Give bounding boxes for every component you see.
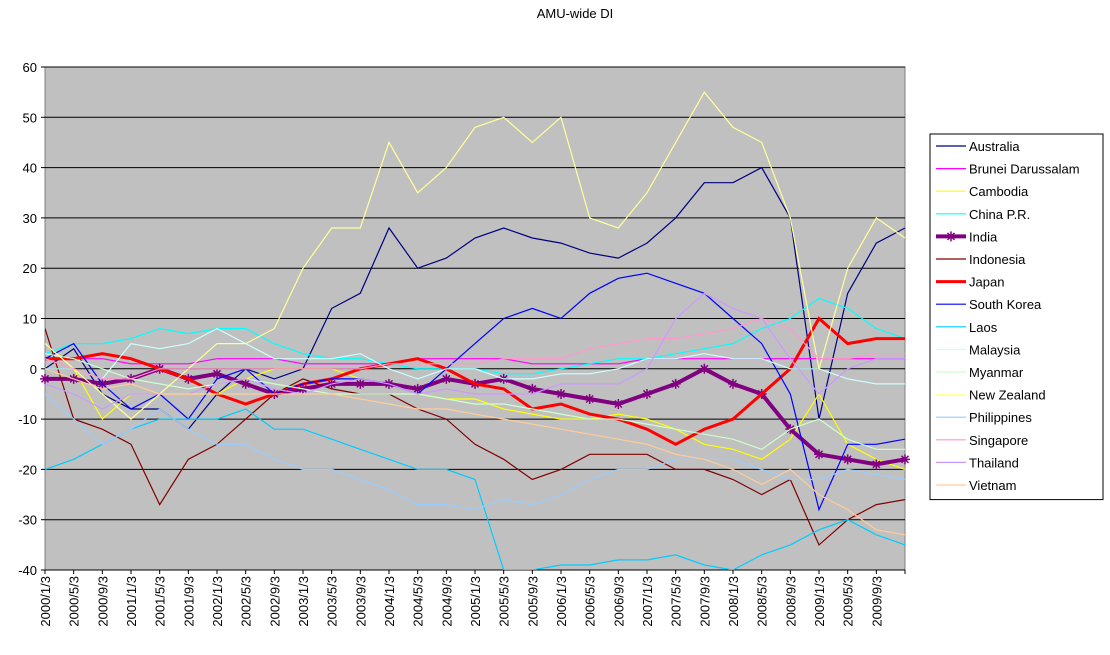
legend-label: Vietnam — [969, 478, 1016, 493]
legend-label: Laos — [969, 320, 998, 335]
series-line — [45, 368, 905, 536]
x-tick-label: 2004/5/3 — [411, 576, 426, 627]
series-marker — [670, 378, 681, 389]
x-tick-label: 2000/1/3 — [38, 576, 53, 627]
y-tick-label: 60 — [23, 60, 37, 75]
series-marker — [584, 393, 595, 404]
x-tick-label: 2008/1/3 — [726, 576, 741, 627]
series-marker — [613, 399, 624, 410]
x-tick-label: 2003/1/3 — [296, 576, 311, 627]
series-line — [45, 327, 905, 385]
x-tick-label: 2001/9/3 — [181, 576, 196, 627]
x-tick-label: 2009/9/3 — [869, 576, 884, 627]
legend-label: Philippines — [969, 410, 1032, 425]
y-tick-label: -30 — [18, 513, 37, 528]
series-marker — [871, 459, 882, 470]
x-tick-label: 2002/9/3 — [267, 576, 282, 627]
x-tick-label: 2001/1/3 — [124, 576, 139, 627]
series-marker — [527, 383, 538, 394]
series-line — [45, 328, 905, 546]
x-tick-label: 2009/5/3 — [841, 576, 856, 627]
legend-label: Japan — [969, 275, 1004, 290]
x-tick-label: 2000/5/3 — [67, 576, 82, 627]
x-tick-label: 2003/5/3 — [325, 576, 340, 627]
y-tick-label: 40 — [23, 161, 37, 176]
x-tick-label: 2005/1/3 — [468, 576, 483, 627]
x-tick-label: 2006/9/3 — [611, 576, 626, 627]
y-tick-label: 10 — [23, 312, 37, 327]
series-line — [45, 316, 905, 446]
legend-label: Myanmar — [969, 365, 1024, 380]
series-marker — [900, 454, 910, 465]
chart-title: AMU-wide DI — [537, 6, 614, 21]
series-marker — [412, 383, 423, 394]
legend-label: Brunei Darussalam — [969, 162, 1080, 177]
series-marker — [40, 373, 50, 384]
y-tick-label: 50 — [23, 110, 37, 125]
x-tick-label: 2008/5/3 — [755, 576, 770, 627]
x-tick-label: 2006/1/3 — [554, 576, 569, 627]
y-tick-label: -40 — [18, 563, 37, 578]
x-tick-label: 2000/9/3 — [95, 576, 110, 627]
series-marker — [212, 368, 222, 379]
legend-label: Australia — [969, 139, 1020, 154]
legend-marker — [946, 231, 956, 242]
legend-label: Singapore — [969, 433, 1028, 448]
series-marker — [556, 388, 566, 399]
series-marker — [699, 363, 710, 374]
x-tick-label: 2002/5/3 — [239, 576, 254, 627]
legend-label: Thailand — [969, 455, 1019, 470]
x-tick-label: 2002/1/3 — [210, 576, 225, 627]
legend-label: Cambodia — [969, 184, 1029, 199]
y-tick-label: -10 — [18, 412, 37, 427]
series-marker — [842, 454, 853, 465]
y-tick-label: 30 — [23, 211, 37, 226]
series-marker — [642, 388, 652, 399]
legend-label: Malaysia — [969, 342, 1021, 357]
y-tick-label: 0 — [30, 362, 37, 377]
legend-label: Indonesia — [969, 252, 1026, 267]
x-tick-label: 2005/5/3 — [497, 576, 512, 627]
x-tick-label: 2006/5/3 — [583, 576, 598, 627]
y-tick-label: 20 — [23, 261, 37, 276]
x-tick-label: 2001/5/3 — [153, 576, 168, 627]
x-tick-label: 2007/1/3 — [640, 576, 655, 627]
series-marker — [441, 373, 452, 384]
legend-label: India — [969, 229, 998, 244]
series-marker — [355, 378, 366, 389]
x-tick-label: 2007/5/3 — [669, 576, 684, 627]
x-tick-label: 2007/9/3 — [697, 576, 712, 627]
legend-label: South Korea — [969, 297, 1042, 312]
x-tick-label: 2009/1/3 — [812, 576, 827, 627]
legend-box — [929, 133, 1104, 501]
y-tick-label: -20 — [18, 462, 37, 477]
series-marker — [728, 378, 738, 389]
legend-label: China P.R. — [969, 207, 1030, 222]
series-line — [45, 408, 905, 570]
series-line — [45, 393, 905, 511]
x-tick-label: 2004/9/3 — [439, 576, 454, 627]
series-marker — [814, 449, 824, 460]
x-tick-label: 2003/9/3 — [353, 576, 368, 627]
x-tick-label: 2005/9/3 — [525, 576, 540, 627]
series-line — [45, 353, 905, 450]
x-tick-label: 2008/9/3 — [783, 576, 798, 627]
x-tick-label: 2004/1/3 — [382, 576, 397, 627]
legend-label: New Zealand — [969, 388, 1046, 403]
series-marker — [240, 378, 251, 389]
